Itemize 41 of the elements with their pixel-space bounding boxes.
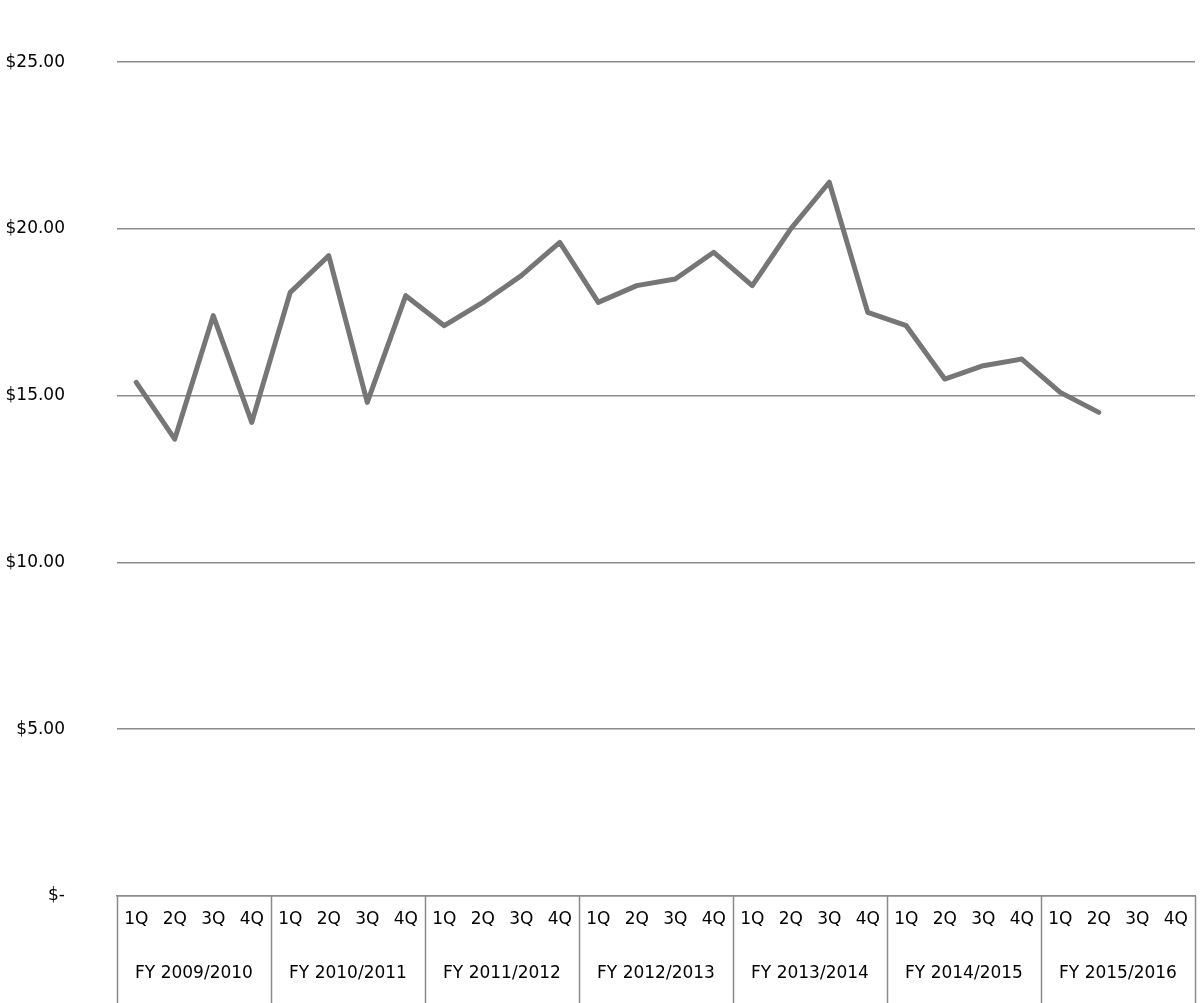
x-tick-label: 2Q <box>624 907 649 928</box>
y-tick-label: $25.00 <box>5 50 65 71</box>
x-tick-label: 1Q <box>1048 907 1073 928</box>
x-tick-label: 4Q <box>701 907 726 928</box>
x-tick-label: 1Q <box>586 907 611 928</box>
x-tick-label: 3Q <box>971 907 996 928</box>
text: FY 2011/2012 <box>443 962 561 983</box>
y-tick-label: $5.00 <box>16 717 65 738</box>
text: FY 2015/2016 <box>1059 962 1177 983</box>
y-tick-label: $20.00 <box>5 217 65 238</box>
x-tick-label: 3Q <box>663 907 688 928</box>
x-tick-label: 3Q <box>1125 907 1150 928</box>
x-tick-label: 3Q <box>817 907 842 928</box>
x-tick-label: 1Q <box>740 907 765 928</box>
x-tick-label: 2Q <box>932 907 957 928</box>
x-tick-label: 4Q <box>1009 907 1034 928</box>
x-tick-label: 3Q <box>509 907 534 928</box>
x-tick-label: 4Q <box>547 907 572 928</box>
text: FY 2012/2013 <box>597 962 715 983</box>
text: FY 2010/2011 <box>289 962 407 983</box>
x-tick-label: 4Q <box>1163 907 1188 928</box>
x-tick-label: 1Q <box>124 907 149 928</box>
text: FY 2014/2015 <box>905 962 1023 983</box>
x-tick-label: 3Q <box>201 907 226 928</box>
x-tick-label: 4Q <box>239 907 264 928</box>
x-tick-label: 1Q <box>432 907 457 928</box>
y-tick-label: $15.00 <box>5 384 65 405</box>
y-tick-label: $- <box>48 884 65 905</box>
x-tick-label: 3Q <box>355 907 380 928</box>
x-tick-label: 2Q <box>778 907 803 928</box>
x-tick-label: 1Q <box>278 907 303 928</box>
x-tick-label: 4Q <box>855 907 880 928</box>
x-tick-label: 2Q <box>162 907 187 928</box>
x-tick-label: 2Q <box>470 907 495 928</box>
x-tick-label: 2Q <box>316 907 341 928</box>
y-tick-label: $10.00 <box>5 550 65 571</box>
text: FY 2009/2010 <box>135 962 253 983</box>
text: FY 2013/2014 <box>751 962 869 983</box>
x-tick-label: 4Q <box>393 907 418 928</box>
x-tick-label: 2Q <box>1086 907 1111 928</box>
x-tick-label: 1Q <box>894 907 919 928</box>
